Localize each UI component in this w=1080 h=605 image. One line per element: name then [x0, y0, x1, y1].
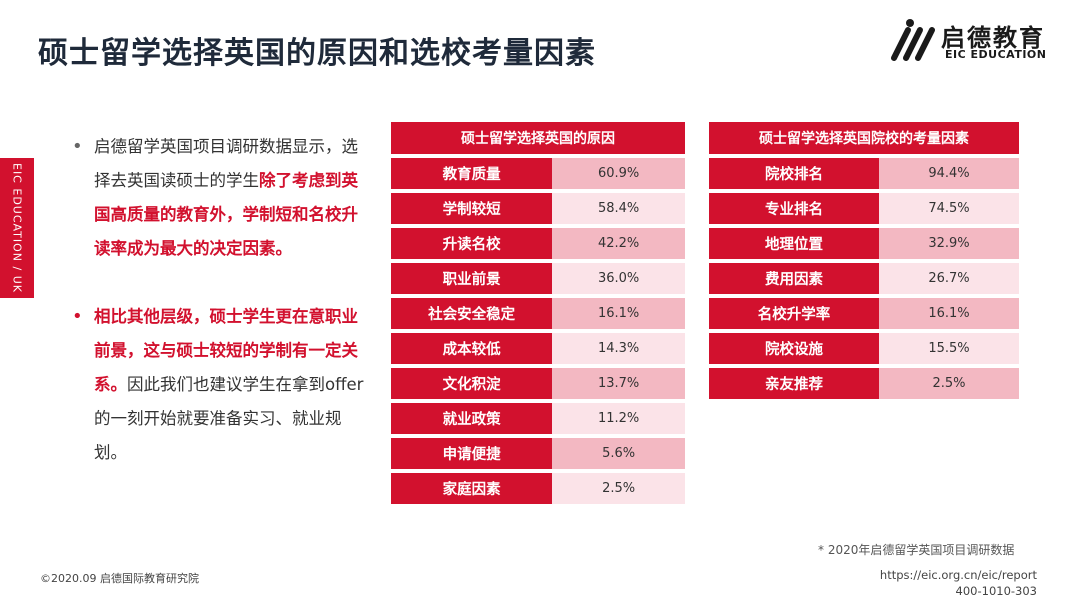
eic-logo: 启德教育 EIC EDUCATION [888, 16, 1058, 66]
reasons-table-header: 硕士留学选择英国的原因 [391, 122, 685, 156]
table-row: 职业前景 36.0% [391, 259, 685, 296]
row-value: 14.3% [552, 329, 685, 366]
table-row: 成本较低 14.3% [391, 329, 685, 366]
copyright-text: ©2020.09 启德国际教育研究院 [40, 572, 199, 585]
row-value: 5.6% [552, 434, 685, 471]
row-value: 2.5% [878, 364, 1019, 399]
table-row: 申请便捷 5.6% [391, 434, 685, 471]
row-label: 就业政策 [391, 399, 553, 436]
bullet-item-2: • 相比其他层级，硕士学生更在意职业前景，这与硕士较短的学制有一定关系。因此我们… [72, 300, 372, 470]
row-value: 13.7% [552, 364, 685, 401]
row-label: 院校设施 [709, 329, 879, 366]
logo-text-cn: 启德教育 [941, 24, 1045, 52]
table-row: 就业政策 11.2% [391, 399, 685, 436]
row-label: 学制较短 [391, 189, 553, 226]
row-value: 32.9% [878, 224, 1019, 261]
row-value: 15.5% [878, 329, 1019, 366]
table-row: 专业排名 74.5% [709, 189, 1019, 226]
row-label: 地理位置 [709, 224, 879, 261]
side-tab: EIC EDUCATION / UK [0, 158, 34, 298]
row-label: 文化积淀 [391, 364, 553, 401]
row-label: 家庭因素 [391, 469, 553, 504]
reasons-table: 硕士留学选择英国的原因 教育质量 60.9% 学制较短 58.4% 升读名校 42.2… [391, 122, 685, 504]
school-factors-table: 硕士留学选择英国院校的考量因素 院校排名 94.4% 专业排名 74.5% 地理位置… [709, 122, 1019, 399]
row-value: 2.5% [552, 469, 685, 504]
row-label: 名校升学率 [709, 294, 879, 331]
table-row: 地理位置 32.9% [709, 224, 1019, 261]
row-value: 94.4% [878, 154, 1019, 191]
table-row: 院校排名 94.4% [709, 154, 1019, 191]
table-row: 社会安全稳定 16.1% [391, 294, 685, 331]
bullet-list: • 启德留学英国项目调研数据显示，选择去英国读硕士的学生除了考虑到英国高质量的教… [72, 130, 372, 470]
eic-logo-icon [891, 19, 935, 61]
row-value: 11.2% [552, 399, 685, 436]
side-tab-label: EIC EDUCATION / UK [10, 162, 24, 294]
row-value: 58.4% [552, 189, 685, 226]
bullet-2-text-normal: 因此我们也建议学生在拿到offer的一刻开始就要准备实习、就业规划。 [94, 375, 364, 462]
table-row: 升读名校 42.2% [391, 224, 685, 261]
row-value: 74.5% [878, 189, 1019, 226]
row-label: 申请便捷 [391, 434, 553, 471]
phone-number: 400-1010-303 [955, 584, 1037, 598]
row-label: 成本较低 [391, 329, 553, 366]
page-title: 硕士留学选择英国的原因和选校考量因素 [38, 36, 596, 71]
row-label: 费用因素 [709, 259, 879, 296]
row-label: 社会安全稳定 [391, 294, 553, 331]
logo-text-en: EIC EDUCATION [945, 48, 1047, 61]
row-value: 16.1% [552, 294, 685, 331]
report-url: https://eic.org.cn/eic/report [879, 568, 1037, 582]
table-row: 教育质量 60.9% [391, 154, 685, 191]
row-label: 职业前景 [391, 259, 553, 296]
table-row: 亲友推荐 2.5% [709, 364, 1019, 399]
row-value: 16.1% [878, 294, 1019, 331]
school-factors-table-header: 硕士留学选择英国院校的考量因素 [709, 122, 1019, 156]
bullet-dot-icon: • [72, 306, 83, 327]
table-row: 学制较短 58.4% [391, 189, 685, 226]
row-value: 60.9% [552, 154, 685, 191]
bullet-2-text-emphasis: 相比其他层级，硕士学生更在意职业前景，这与硕士较短的学制有一定关系。 [94, 307, 358, 394]
table-row: 费用因素 26.7% [709, 259, 1019, 296]
bullet-1-text-emphasis: 除了考虑到英国高质量的教育外，学制短和名校升读率成为最大的决定因素。 [94, 171, 358, 258]
row-label: 升读名校 [391, 224, 553, 261]
data-source-footnote: * 2020年启德留学英国项目调研数据 [818, 543, 1015, 557]
bullet-dot-icon: • [72, 136, 83, 157]
table-row: 文化积淀 13.7% [391, 364, 685, 401]
row-value: 42.2% [552, 224, 685, 261]
table-row: 院校设施 15.5% [709, 329, 1019, 366]
row-value: 26.7% [878, 259, 1019, 296]
row-label: 院校排名 [709, 154, 879, 191]
bullet-1-text-normal: 启德留学英国项目调研数据显示，选择去英国读硕士的学生 [94, 137, 358, 190]
row-label: 专业排名 [709, 189, 879, 226]
row-label: 亲友推荐 [709, 364, 879, 399]
table-row: 家庭因素 2.5% [391, 469, 685, 504]
row-value: 36.0% [552, 259, 685, 296]
bullet-item-1: • 启德留学英国项目调研数据显示，选择去英国读硕士的学生除了考虑到英国高质量的教… [72, 130, 372, 266]
table-row: 名校升学率 16.1% [709, 294, 1019, 331]
row-label: 教育质量 [391, 154, 553, 191]
